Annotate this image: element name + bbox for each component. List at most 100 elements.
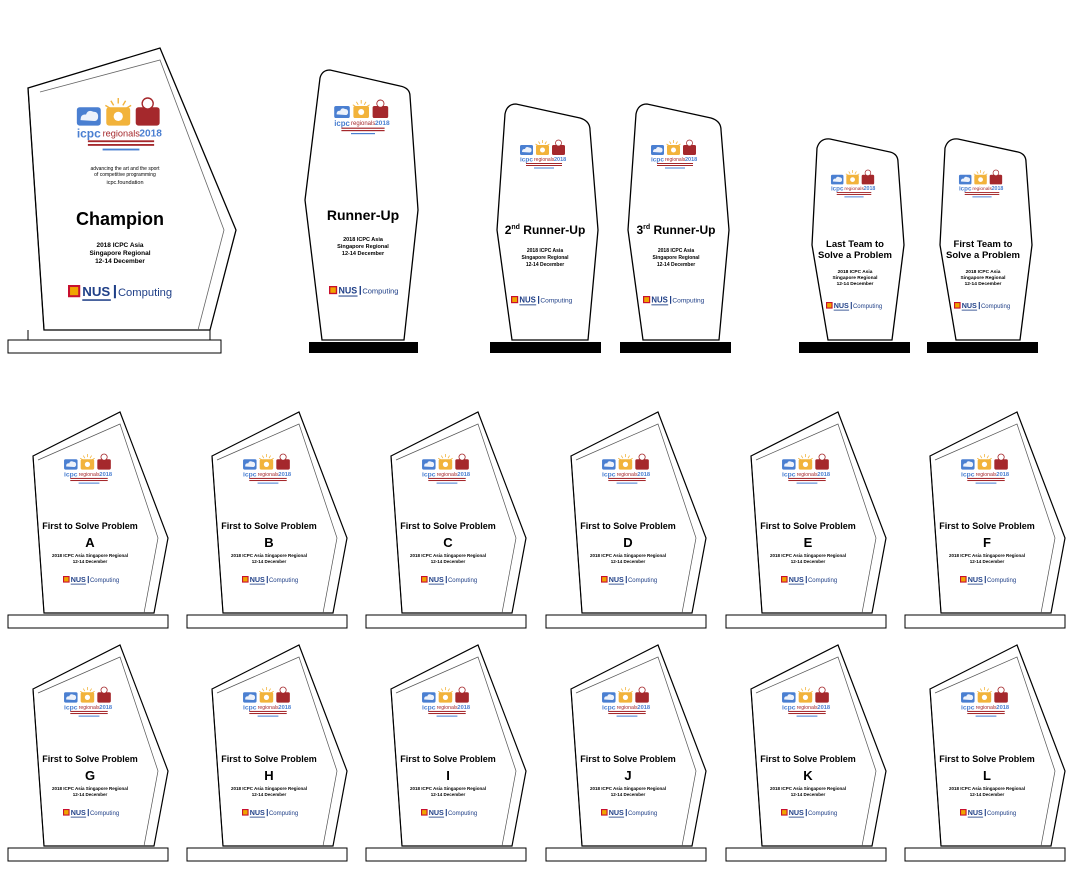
nus-computing-logo-icon [781,809,838,818]
nus-computing-logo-icon [63,809,120,818]
award-title: First to Solve Problem [580,754,676,764]
event-line: 2018 ICPC Asia Singapore Regional [949,553,1025,558]
icpc-logo-icon [960,686,1010,718]
trophy-first-to-solve-g: First to Solve Problem G 2018 ICPC Asia Si… [7,644,169,862]
nus-computing-logo-icon [68,284,173,301]
event-line: 2018 ICPC Asia Singapore Regional [231,786,307,791]
event-line-2: Singapore Regional [832,275,877,281]
event-line-2: Singapore Regional [960,275,1005,281]
award-title-line-2: Solve a Problem [946,250,1020,261]
icpc-logo-icon [421,686,471,718]
event-dates: 12-14 December [431,792,466,797]
event-line-1: 2018 ICPC Asia [96,242,143,249]
icpc-logo-icon [421,453,471,485]
event-line-2: Singapore Regional [522,255,570,261]
nus-computing-logo-icon [960,809,1017,818]
icpc-logo-icon [650,139,698,169]
problem-letter: L [983,768,991,783]
icpc-logo-icon [960,453,1010,485]
award-title: Runner-Up [327,207,399,223]
problem-letter: J [624,768,631,783]
trophy-first-to-solve-j: First to Solve Problem J 2018 ICPC Asia Si… [545,644,707,862]
trophy-first-to-solve-a: First to Solve Problem A 2018 ICPC Asia Si… [7,411,169,629]
event-line-2: Singapore Regional [653,255,701,261]
event-line: 2018 ICPC Asia Singapore Regional [949,786,1025,791]
icpc-logo-icon [242,686,292,718]
nus-computing-logo-icon [329,285,399,297]
icpc-logo-icon [63,686,113,718]
award-title: First to Solve Problem [760,754,856,764]
first-to-solve-trophies: First to Solve Problem A 2018 ICPC Asia Si… [7,411,1066,862]
event-dates: 12-14 December [970,792,1005,797]
trophy-3rd-runner-up: 3rd Runner-Up 2018 ICPC Asia Singapore R… [620,103,731,353]
event-line: 2018 ICPC Asia Singapore Regional [590,786,666,791]
event-dates: 12-14 December [342,251,385,257]
event-dates: 12-14 December [970,559,1005,564]
award-title: First to Solve Problem [221,521,317,531]
icpc-logo-icon [601,686,651,718]
logo-tagline-1: advancing the art and the sport [91,166,161,172]
award-title: First to Solve Problem [221,754,317,764]
event-dates: 12-14 December [791,559,826,564]
trophy-last-team-to-solve: Last Team to Solve a Problem 2018 ICPC A… [799,138,910,353]
icpc-logo-icon [830,169,876,198]
nus-computing-logo-icon [511,295,573,306]
nus-computing-logo-icon [421,576,478,585]
icpc-logo-icon [601,453,651,485]
award-title: First to Solve Problem [580,521,676,531]
nus-computing-logo-icon [421,809,478,818]
award-title: First to Solve Problem [400,521,496,531]
trophy-first-to-solve-d: First to Solve Problem D 2018 ICPC Asia Si… [545,411,707,629]
trophy-first-to-solve-k: First to Solve Problem K 2018 ICPC Asia Si… [725,644,887,862]
event-dates: 12-14 December [791,792,826,797]
event-line: 2018 ICPC Asia Singapore Regional [590,553,666,558]
event-line: 2018 ICPC Asia Singapore Regional [410,786,486,791]
award-title-line-2: Solve a Problem [818,250,892,261]
award-title-line-1: First Team to [954,239,1013,250]
event-line-2: Singapore Regional [89,250,150,257]
problem-letter: B [264,535,273,550]
icpc-logo-icon [781,453,831,485]
trophy-first-to-solve-b: First to Solve Problem B 2018 ICPC Asia Si… [186,411,348,629]
award-title: 3rd Runner-Up [636,223,715,237]
trophy-runner-up: Runner-Up 2018 ICPC Asia Singapore Regio… [304,69,419,353]
icpc-logo-icon [63,453,113,485]
event-dates: 12-14 December [252,559,287,564]
event-line: 2018 ICPC Asia Singapore Regional [770,786,846,791]
nus-computing-logo-icon [242,809,299,818]
nus-computing-logo-icon [63,576,120,585]
event-dates: 12-14 December [252,792,287,797]
nus-computing-logo-icon [960,576,1017,585]
award-title: First to Solve Problem [400,754,496,764]
event-line-1: 2018 ICPC Asia [966,269,1001,275]
icpc-logo-icon [958,169,1004,198]
award-title: First to Solve Problem [42,754,138,764]
icpc-logo-icon [333,99,391,135]
event-dates: 12-14 December [526,262,564,268]
trophy-first-to-solve-l: First to Solve Problem L 2018 ICPC Asia Si… [904,644,1066,862]
event-line-1: 2018 ICPC Asia [527,248,563,254]
logo-tagline-2: of competitive programming [94,172,156,178]
award-title: Champion [76,209,164,229]
problem-letter: I [446,768,450,783]
event-dates: 12-14 December [431,559,466,564]
nus-computing-logo-icon [781,576,838,585]
event-line: 2018 ICPC Asia Singapore Regional [231,553,307,558]
nus-computing-logo-icon [643,295,705,306]
logo-site: icpc.foundation [107,180,144,186]
trophy-first-to-solve-e: First to Solve Problem E 2018 ICPC Asia Si… [725,411,887,629]
event-dates: 12-14 December [73,559,108,564]
award-title: First to Solve Problem [42,521,138,531]
event-line-2: Singapore Regional [337,244,389,250]
trophy-first-to-solve-h: First to Solve Problem H 2018 ICPC Asia Si… [186,644,348,862]
nus-computing-logo-icon [601,576,658,585]
award-title: First to Solve Problem [760,521,856,531]
nus-computing-logo-icon [954,302,1011,311]
icpc-logo-icon [242,453,292,485]
event-line-1: 2018 ICPC Asia [343,237,384,243]
trophy-first-to-solve-i: First to Solve Problem I 2018 ICPC Asia Si… [365,644,527,862]
event-line: 2018 ICPC Asia Singapore Regional [410,553,486,558]
event-line: 2018 ICPC Asia Singapore Regional [770,553,846,558]
problem-letter: E [804,535,813,550]
